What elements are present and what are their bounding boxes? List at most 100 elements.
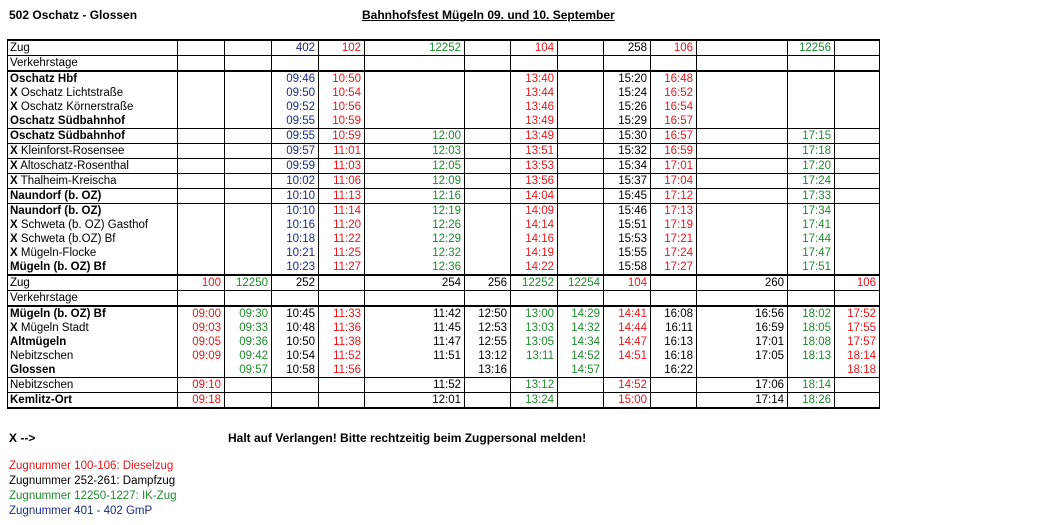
departure-time — [464, 158, 511, 174]
departure-time: 16:56 — [696, 305, 788, 321]
departure-time: 10:50 — [318, 70, 365, 86]
departure-time: 11:20 — [318, 218, 365, 232]
departure-time — [696, 114, 788, 129]
departure-time: 09:46 — [271, 70, 319, 86]
departure-time — [177, 100, 225, 114]
departure-time — [464, 246, 511, 260]
departure-time: 09:59 — [271, 158, 319, 174]
departure-time: 12:32 — [364, 246, 465, 260]
station-name: Altmügeln — [7, 335, 178, 349]
station-label: Mügeln (b. OZ) Bf — [10, 308, 106, 320]
departure-time: 14:29 — [557, 305, 604, 321]
station-name: X Oschatz Körnerstraße — [7, 100, 178, 114]
request-stop-x: X — [10, 101, 18, 113]
departure-time: 12:00 — [364, 128, 465, 144]
station-name: Oschatz Südbahnhof — [7, 128, 178, 144]
station-row: X Kleinforst-Rosensee 09:57 11:01 12:03 13:5… — [7, 143, 880, 159]
departure-time — [696, 128, 788, 144]
departure-time: 12:26 — [364, 218, 465, 232]
departure-time — [650, 377, 697, 393]
departure-time — [464, 392, 511, 409]
station-label: Naundorf (b. OZ) — [10, 190, 102, 202]
departure-time — [787, 86, 835, 100]
departure-time — [557, 260, 604, 275]
departure-time — [696, 158, 788, 174]
departure-time — [557, 246, 604, 260]
station-row: Nebitzschen 09:10 11:52 13:12 14:52 17:06 18:1… — [7, 377, 880, 393]
station-name: X Mügeln Stadt — [7, 321, 178, 335]
train-number — [318, 274, 365, 291]
departure-time: 11:36 — [318, 321, 365, 335]
departure-time: 10:21 — [271, 246, 319, 260]
train-number: 402 — [271, 39, 319, 56]
departure-time — [464, 128, 511, 144]
departure-time — [834, 86, 880, 100]
departure-time: 17:14 — [696, 392, 788, 409]
departure-time: 13:00 — [510, 305, 558, 321]
departure-time: 17:41 — [787, 218, 835, 232]
departure-time: 17:24 — [650, 246, 697, 260]
departure-time — [464, 143, 511, 159]
departure-time — [177, 158, 225, 174]
station-row: Oschatz Südbahnhof 09:55 10:59 12:00 13:49 15… — [7, 128, 880, 144]
departure-time — [834, 392, 880, 409]
departure-time — [224, 128, 272, 144]
departure-time: 10:58 — [271, 363, 319, 378]
train-number — [557, 39, 604, 56]
departure-time — [224, 143, 272, 159]
departure-time — [834, 173, 880, 189]
departure-time — [834, 377, 880, 393]
train-number: 12254 — [557, 274, 604, 291]
departure-time: 13:05 — [510, 335, 558, 349]
station-row: Mügeln (b. OZ) Bf 10:23 11:27 12:36 14:22 15:… — [7, 260, 880, 275]
train-number: 12250 — [224, 274, 272, 291]
departure-time: 14:14 — [510, 218, 558, 232]
departure-time — [224, 392, 272, 409]
departure-time — [696, 246, 788, 260]
departure-time: 17:24 — [787, 173, 835, 189]
zug-label: Zug — [7, 39, 178, 56]
departure-time — [177, 86, 225, 100]
departure-time: 13:40 — [510, 70, 558, 86]
departure-time: 11:06 — [318, 173, 365, 189]
departure-time: 09:42 — [224, 349, 272, 363]
departure-time: 10:56 — [318, 100, 365, 114]
departure-time: 14:41 — [603, 305, 651, 321]
departure-time: 12:29 — [364, 232, 465, 246]
departure-time: 15:53 — [603, 232, 651, 246]
departure-time — [224, 70, 272, 86]
departure-time — [557, 203, 604, 218]
departure-time — [510, 363, 558, 378]
departure-time — [464, 114, 511, 129]
station-label: Nebitzschen — [10, 350, 74, 362]
train-number: 102 — [318, 39, 365, 56]
station-label: Mügeln-Flocke — [20, 247, 97, 259]
departure-time: 11:56 — [318, 363, 365, 378]
departure-time: 14:19 — [510, 246, 558, 260]
departure-time: 11:01 — [318, 143, 365, 159]
station-name: X Mügeln-Flocke — [7, 246, 178, 260]
departure-time: 14:09 — [510, 203, 558, 218]
station-row: X Mügeln-Flocke 10:21 11:25 12:32 14:19 15:55… — [7, 246, 880, 260]
train-number-row: Zug 402 102 12252 104 258 106 12256 — [7, 39, 880, 56]
departure-time: 15:26 — [603, 100, 651, 114]
departure-time — [787, 363, 835, 378]
departure-time: 16:59 — [650, 143, 697, 159]
station-name: X Kleinforst-Rosensee — [7, 143, 178, 159]
departure-time — [696, 86, 788, 100]
departure-time: 13:12 — [464, 349, 511, 363]
departure-time — [177, 173, 225, 189]
departure-time: 16:57 — [650, 114, 697, 129]
departure-time: 18:02 — [787, 305, 835, 321]
departure-time: 18:05 — [787, 321, 835, 335]
departure-time: 17:55 — [834, 321, 880, 335]
departure-time: 09:18 — [177, 392, 225, 409]
departure-time: 17:12 — [650, 188, 697, 204]
departure-time: 17:05 — [696, 349, 788, 363]
departure-time — [696, 260, 788, 275]
departure-time: 17:51 — [787, 260, 835, 275]
train-number: 104 — [510, 39, 558, 56]
station-label: Naundorf (b. OZ) — [10, 205, 102, 217]
request-stop-marker: X --> — [9, 431, 36, 445]
departure-time — [224, 173, 272, 189]
